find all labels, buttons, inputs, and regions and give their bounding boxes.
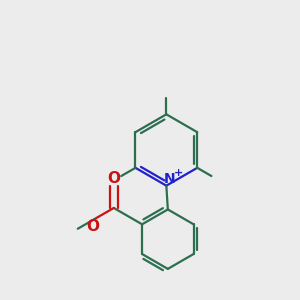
Text: O: O [107, 171, 120, 186]
Text: O: O [86, 219, 100, 234]
Text: N: N [164, 172, 175, 186]
Text: +: + [174, 168, 184, 178]
